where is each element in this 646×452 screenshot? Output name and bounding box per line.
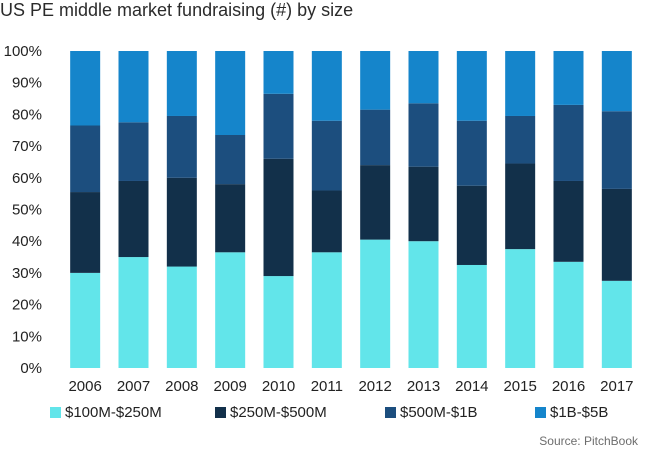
bar-segment-2008-series-1 xyxy=(166,266,197,368)
legend-label: $100M-$250M xyxy=(65,404,162,421)
x-tick-label: 2008 xyxy=(165,378,198,395)
bar-segment-2014-series-3 xyxy=(456,120,487,186)
legend-swatch xyxy=(535,407,546,418)
bar-segment-2014-series-1 xyxy=(456,264,487,368)
legend-label: $250M-$500M xyxy=(230,404,327,421)
x-tick-label: 2017 xyxy=(600,378,633,395)
bar-segment-2006-series-1 xyxy=(70,272,101,368)
bar-segment-2012-series-3 xyxy=(360,109,391,166)
chart-legend: $100M-$250M $250M-$500M $500M-$1B $1B-$5B xyxy=(50,404,640,424)
y-tick-label: 50% xyxy=(12,202,42,219)
bar-segment-2014-series-4 xyxy=(456,51,487,121)
bar-segment-2008-series-2 xyxy=(166,177,197,267)
bar-segment-2007-series-3 xyxy=(118,122,149,181)
legend-item-3: $500M-$1B xyxy=(385,404,478,421)
y-tick-label: 100% xyxy=(4,43,42,60)
bar-segment-2008-series-3 xyxy=(166,115,197,178)
bar-segment-2013-series-1 xyxy=(408,241,439,368)
bar-segment-2013-series-2 xyxy=(408,166,439,242)
legend-item-4: $1B-$5B xyxy=(535,404,608,421)
x-tick-label: 2010 xyxy=(262,378,295,395)
stacked-bar-chart: 0% 10% 20% 30% 40% 50% 60% 70% 80% 90% 100% 2006 200… xyxy=(4,43,634,395)
bar-segment-2010-series-4 xyxy=(263,51,294,94)
x-tick-label: 2012 xyxy=(358,378,391,395)
legend-swatch xyxy=(215,407,226,418)
bar-segment-2010-series-1 xyxy=(263,276,294,368)
bar-segment-2009-series-2 xyxy=(215,184,246,253)
bar-segment-2015-series-3 xyxy=(505,115,536,164)
legend-item-2: $250M-$500M xyxy=(215,404,327,421)
x-tick-label: 2016 xyxy=(552,378,585,395)
y-tick-label: 70% xyxy=(12,138,42,155)
legend-swatch xyxy=(50,407,61,418)
bar-segment-2015-series-2 xyxy=(505,163,536,250)
bar-segment-2006-series-4 xyxy=(70,51,101,126)
x-tick-label: 2015 xyxy=(503,378,536,395)
bar-segment-2012-series-1 xyxy=(360,239,391,368)
bar-segment-2007-series-1 xyxy=(118,257,149,368)
legend-label: $1B-$5B xyxy=(550,404,609,421)
x-tick-label: 2007 xyxy=(117,378,150,395)
bar-segment-2012-series-2 xyxy=(360,165,391,240)
bar-segment-2016-series-4 xyxy=(553,51,584,105)
bar-segment-2009-series-3 xyxy=(215,135,246,185)
bar-segment-2011-series-2 xyxy=(311,190,342,253)
y-tick-label: 10% xyxy=(12,328,42,345)
bar-segment-2007-series-4 xyxy=(118,51,149,123)
y-tick-label: 60% xyxy=(12,170,42,187)
x-tick-label: 2011 xyxy=(311,378,343,395)
bar-segment-2011-series-4 xyxy=(311,51,342,121)
y-tick-label: 90% xyxy=(12,75,42,92)
bar-segment-2017-series-1 xyxy=(601,280,632,368)
bar-segment-2014-series-2 xyxy=(456,185,487,265)
legend-item-1: $100M-$250M xyxy=(50,404,162,421)
bar-segment-2009-series-1 xyxy=(215,252,246,368)
bar-segment-2011-series-3 xyxy=(311,120,342,191)
bar-segment-2016-series-1 xyxy=(553,261,584,368)
bar-segment-2016-series-3 xyxy=(553,104,584,181)
legend-swatch xyxy=(385,407,396,418)
y-tick-label: 0% xyxy=(20,360,42,377)
bar-segment-2015-series-4 xyxy=(505,51,536,116)
x-tick-label: 2014 xyxy=(455,378,488,395)
y-tick-label: 20% xyxy=(12,297,42,314)
x-tick-label: 2006 xyxy=(68,378,101,395)
bar-segment-2017-series-3 xyxy=(601,111,632,189)
y-tick-label: 30% xyxy=(12,265,42,282)
x-tick-label: 2013 xyxy=(407,378,440,395)
bar-segment-2017-series-4 xyxy=(601,51,632,112)
bar-segment-2013-series-4 xyxy=(408,51,439,104)
bar-segment-2006-series-2 xyxy=(70,192,101,273)
bar-segment-2008-series-4 xyxy=(166,51,197,116)
bar-segment-2013-series-3 xyxy=(408,103,439,167)
bar-segment-2017-series-2 xyxy=(601,188,632,281)
bar-segment-2006-series-3 xyxy=(70,125,101,193)
bar-segment-2012-series-4 xyxy=(360,51,391,110)
bar-segment-2007-series-2 xyxy=(118,180,149,258)
y-tick-label: 40% xyxy=(12,233,42,250)
bar-segment-2010-series-3 xyxy=(263,93,294,159)
x-tick-label: 2009 xyxy=(213,378,246,395)
y-tick-label: 80% xyxy=(12,106,42,123)
bar-segment-2011-series-1 xyxy=(311,252,342,368)
chart-title: US PE middle market fundraising (#) by s… xyxy=(0,0,354,20)
bar-segment-2010-series-2 xyxy=(263,158,294,277)
bar-segment-2016-series-2 xyxy=(553,180,584,262)
bar-segment-2015-series-1 xyxy=(505,249,536,369)
bar-segment-2009-series-4 xyxy=(215,51,246,135)
source-note: Source: PitchBook xyxy=(539,434,638,448)
legend-label: $500M-$1B xyxy=(400,404,478,421)
